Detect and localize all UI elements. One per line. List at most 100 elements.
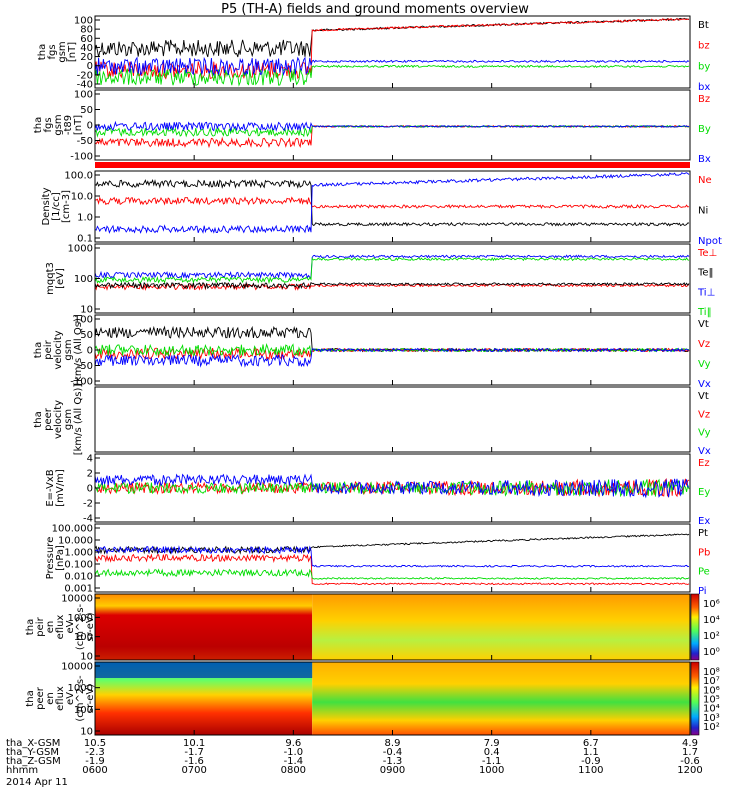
legend-Pb: Pb: [698, 547, 710, 558]
y-tick-label: 40: [80, 43, 93, 54]
y-tick-label: 100: [74, 705, 93, 716]
ephemeris-value: 1100: [578, 765, 603, 776]
ephemeris-label: tha_Z-GSM: [6, 756, 61, 767]
panel-peer_vel: thapeervelocitygsm[km/s (All Qs)] Vt Vz Vy V…: [33, 384, 711, 457]
trace-density-Ni: [94, 178, 689, 227]
panel-efield: 4 2 0 -2 -4 E=-VxB[mV/m] Ez Ey Ex: [45, 453, 710, 527]
panel-fgs_gsm_t89: 100 50 0 -50 -100 thafgsgsm-t89[nT] Bz By Bx: [33, 89, 711, 165]
legend-Npot: Npot: [698, 236, 722, 247]
trace-density-Ne: [94, 196, 690, 210]
ephemeris-value: 0600: [82, 765, 107, 776]
trace-fgs_gsm-bx: [94, 56, 690, 77]
y-tick-label: 10.0: [71, 192, 93, 203]
spectrogram-right-peer_eflux: [312, 662, 690, 735]
y-tick-label: -50: [77, 136, 93, 147]
trace-efield-Ex: [94, 473, 690, 499]
ephemeris-label: tha_X-GSM: [6, 738, 60, 749]
legend-Ne: Ne: [698, 175, 712, 186]
y-tick-label: 10: [80, 305, 93, 316]
trace-peir_vel-Vx: [94, 347, 690, 368]
panel-peir_eflux: 10⁶ 10⁴ 10² 10⁰ 10000 1000 100 10 thapeireneflux…: [25, 593, 720, 663]
legend-Ey: Ey: [698, 487, 710, 498]
ephemeris-value: -0.6: [680, 756, 700, 767]
y-axis-label-peir_eflux: thapeirenefluxeV(cm^2-s-sr-eV): [25, 603, 96, 650]
ephemeris-value: -1.3: [383, 756, 403, 767]
y-tick-label: 10000: [61, 662, 93, 673]
colorbar-label: 10⁶: [703, 685, 720, 696]
spectrogram-lowflux-band: [95, 662, 313, 678]
colorbar-peer_eflux: [690, 661, 700, 736]
y-tick-label: 20: [80, 52, 93, 63]
panel-temp: 1000 100 10 mqqt3[eV] Te⊥ Te‖ Ti⊥ Ti‖: [45, 243, 717, 318]
ephemeris-value: -1.0: [284, 747, 304, 758]
y-tick-label: 0: [87, 484, 93, 495]
legend-By: By: [698, 124, 711, 135]
trace-pressure-Pi: [95, 545, 690, 568]
y-tick-label: 2: [87, 469, 93, 480]
legend-Bz: Bz: [698, 94, 710, 105]
y-tick-label: 100: [74, 16, 93, 27]
y-tick-label: 1000: [68, 613, 93, 624]
y-tick-label: 80: [80, 25, 93, 36]
y-tick-label: 4: [87, 454, 93, 465]
y-tick-label: -50: [77, 361, 93, 372]
ephemeris-value: 1000: [479, 765, 504, 776]
legend-Vt: Vt: [698, 391, 709, 402]
legend-Vx: Vx: [698, 379, 711, 390]
y-tick-label: 100.0: [64, 171, 93, 182]
chart-title: P5 (TH-A) fields and ground moments over…: [221, 2, 529, 17]
colorbar-label: 10⁷: [703, 676, 720, 687]
y-tick-label: 1000: [68, 244, 93, 255]
y-tick-label: 0: [87, 61, 93, 72]
ephemeris-value: -0.4: [383, 747, 403, 758]
ephemeris-value: 1.1: [583, 747, 599, 758]
ephemeris-value: 6.7: [583, 738, 599, 749]
ephemeris-value: -1.7: [184, 747, 204, 758]
ephemeris-value: 1200: [677, 765, 702, 776]
y-tick-label: -100: [70, 377, 93, 388]
ephemeris-value: 0900: [380, 765, 405, 776]
y-tick-label: 10.000: [58, 536, 93, 547]
colorbar-label: 10⁸: [703, 667, 720, 678]
y-tick-label: 100: [74, 632, 93, 643]
legend-bz: bz: [698, 41, 710, 52]
y-tick-label: 100: [74, 315, 93, 326]
y-axis-label-fgs_gsm_t89: thafgsgsm-t89[nT]: [33, 114, 84, 135]
y-axis-label-peer_eflux: thapeerenefluxeV(cm^2-s-sr-eV): [25, 675, 96, 722]
ephemeris-value: 8.9: [385, 738, 401, 749]
legend-Te⊥: Te⊥: [697, 248, 717, 259]
status-bar: [95, 162, 690, 168]
colorbar-label: 10⁴: [703, 704, 720, 715]
trace-pressure-Pe: [94, 568, 690, 580]
legend-Vy: Vy: [698, 359, 711, 370]
y-tick-label: -40: [77, 80, 93, 91]
legend-Ni: Ni: [698, 206, 708, 217]
ephemeris-value: 0700: [181, 765, 206, 776]
y-tick-label: 10: [80, 727, 93, 738]
legend-Pt: Pt: [698, 528, 708, 539]
y-tick-label: 1.000: [64, 548, 93, 559]
y-tick-label: -4: [83, 514, 93, 525]
trace-fgs_gsm-by: [94, 64, 690, 87]
y-tick-label: 0.100: [64, 560, 93, 571]
ephemeris-value: -1.9: [85, 756, 105, 767]
y-tick-label: 50: [80, 105, 93, 116]
ephemeris-value: 4.9: [682, 738, 698, 749]
y-tick-label: 50: [80, 330, 93, 341]
legend-Vt: Vt: [698, 319, 709, 330]
y-tick-label: 1.0: [77, 213, 93, 224]
legend-Ex: Ex: [698, 516, 710, 527]
colorbar-label: 10⁵: [703, 695, 720, 706]
legend-Pe: Pe: [698, 567, 710, 578]
y-axis-label-temp: mqqt3[eV]: [45, 262, 66, 295]
trace-temp-Ti⊥: [94, 254, 690, 280]
frame-fgs_gsm_t89: [94, 89, 691, 161]
legend-Ez: Ez: [698, 458, 710, 469]
date-label: 2014 Apr 11: [6, 777, 68, 788]
y-axis-label-peer_vel: thapeervelocitygsm[km/s (All Qs)]: [33, 384, 84, 456]
legend-Vx: Vx: [698, 446, 711, 457]
ephemeris-value: 10.1: [183, 738, 205, 749]
ephemeris-value: -1.6: [184, 756, 204, 767]
